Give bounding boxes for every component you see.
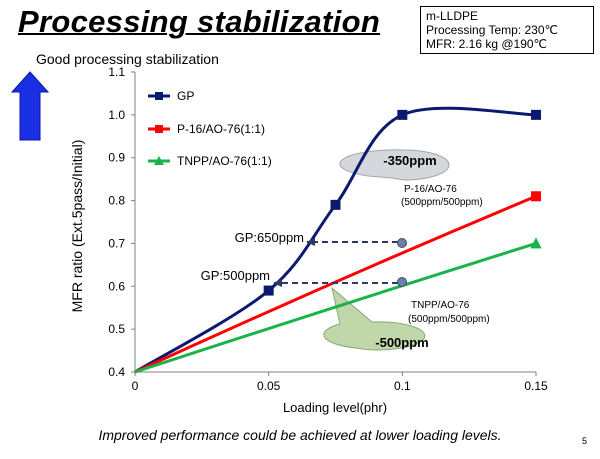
x-tick-label: 0.15 xyxy=(524,379,548,393)
footer-note: Improved performance could be achieved a… xyxy=(98,427,502,443)
annotation-p16-line2: (500ppm/500ppm) xyxy=(401,197,483,208)
series-marker-0 xyxy=(397,109,408,120)
callout-350-text: -350ppm xyxy=(383,153,436,168)
annotation-gp650: GP:650ppm xyxy=(235,230,304,245)
page-number: 5 xyxy=(582,436,588,446)
series-marker-0 xyxy=(531,109,541,120)
p16-point-marker xyxy=(397,238,407,248)
x-tick-label: 0.1 xyxy=(394,379,411,393)
arrow-up-icon xyxy=(10,71,50,141)
legend-label: TNPP/AO-76(1:1) xyxy=(177,154,272,168)
series-line-1 xyxy=(134,194,537,374)
x-tick-label: 0.05 xyxy=(257,379,281,393)
y-tick-label: 1.1 xyxy=(108,65,125,79)
annotation-p16-line1: P-16/AO-76 xyxy=(404,184,457,195)
condition-material: m-LLDPE xyxy=(426,9,479,23)
legend-swatch-marker xyxy=(155,92,163,100)
series-marker-0 xyxy=(263,285,274,296)
legend-label: P-16/AO-76(1:1) xyxy=(177,122,265,136)
annotation-tnpp-line2: (500ppm/500ppm) xyxy=(408,314,490,325)
slide-title: Processing stabilization xyxy=(18,4,381,39)
annotation-tnpp-line1: TNPP/AO-76 xyxy=(411,300,470,311)
y-tick-label: 0.6 xyxy=(108,279,125,293)
series-line-2 xyxy=(134,241,537,374)
tnpp-point-marker xyxy=(397,277,407,287)
y-tick-label: 0.7 xyxy=(108,236,125,250)
condition-mfr: MFR: 2.16 kg @190℃ xyxy=(426,37,548,51)
y-tick-label: 0.5 xyxy=(108,322,125,336)
y-tick-label: 0.4 xyxy=(108,365,125,379)
conditions-box: m-LLDPE Processing Temp: 230℃ MFR: 2.16 … xyxy=(420,6,594,54)
series-marker-2 xyxy=(530,237,542,249)
callout-350-bubble xyxy=(339,149,450,181)
y-tick-label: 0.8 xyxy=(108,194,125,208)
legend-label: GP xyxy=(177,89,194,103)
legend-swatch-marker xyxy=(154,156,164,165)
y-tick-label: 1.0 xyxy=(108,108,125,122)
condition-temp: Processing Temp: 230℃ xyxy=(426,23,558,37)
series-marker-1 xyxy=(531,191,541,202)
y-axis-label: MFR ratio (Ext.5pass/Initial) xyxy=(69,140,85,313)
x-axis-label: Loading level(phr) xyxy=(283,400,387,415)
indicator-label: Good processing stabilization xyxy=(36,51,219,67)
y-tick-label: 0.9 xyxy=(108,151,125,165)
legend-swatch-marker xyxy=(155,125,163,133)
callout-500-text: -500ppm xyxy=(375,335,428,350)
annotation-gp500: GP:500ppm xyxy=(201,268,270,283)
series-marker-0 xyxy=(330,199,341,210)
x-tick-label: 0 xyxy=(132,379,139,393)
